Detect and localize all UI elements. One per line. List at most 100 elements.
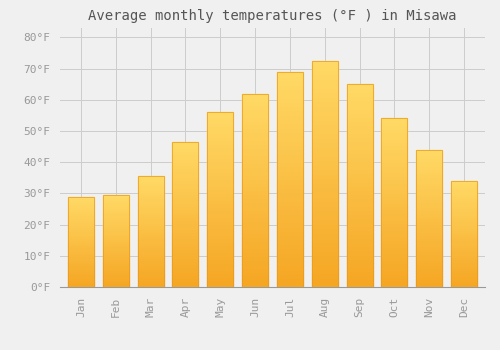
Bar xyxy=(346,275,372,279)
Bar xyxy=(207,228,234,231)
Bar xyxy=(102,254,129,256)
Bar xyxy=(242,214,268,217)
Bar xyxy=(277,119,303,123)
Bar xyxy=(382,119,407,287)
Bar xyxy=(451,181,477,287)
Bar xyxy=(312,178,338,183)
Bar xyxy=(138,234,164,236)
Bar xyxy=(346,96,372,100)
Bar xyxy=(277,149,303,154)
Bar xyxy=(242,113,268,117)
Bar xyxy=(416,235,442,238)
Bar xyxy=(277,166,303,171)
Bar xyxy=(312,165,338,169)
Bar xyxy=(172,246,199,249)
Bar xyxy=(172,284,199,287)
Bar xyxy=(102,224,129,226)
Bar xyxy=(416,246,442,248)
Bar xyxy=(346,157,372,161)
Bar xyxy=(416,163,442,166)
Bar xyxy=(102,199,129,201)
Bar xyxy=(102,237,129,239)
Bar xyxy=(416,188,442,191)
Bar xyxy=(312,188,338,192)
Bar xyxy=(451,255,477,257)
Bar xyxy=(346,113,372,117)
Bar xyxy=(68,258,94,260)
Bar xyxy=(207,224,234,228)
Bar xyxy=(172,232,199,235)
Bar xyxy=(346,202,372,206)
Bar xyxy=(172,154,199,156)
Bar xyxy=(242,283,268,287)
Bar xyxy=(102,267,129,268)
Bar xyxy=(207,280,234,284)
Bar xyxy=(312,196,338,201)
Bar xyxy=(277,85,303,89)
Bar xyxy=(68,198,94,200)
Bar xyxy=(102,214,129,215)
Bar xyxy=(68,251,94,253)
Bar xyxy=(382,213,407,216)
Bar xyxy=(382,206,407,210)
Bar xyxy=(68,285,94,287)
Bar xyxy=(138,260,164,262)
Bar xyxy=(68,207,94,209)
Bar xyxy=(207,189,234,192)
Bar xyxy=(312,74,338,79)
Bar xyxy=(242,244,268,248)
Bar xyxy=(102,221,129,223)
Bar xyxy=(138,280,164,282)
Bar xyxy=(346,129,372,133)
Bar xyxy=(172,168,199,171)
Bar xyxy=(346,254,372,259)
Bar xyxy=(102,241,129,243)
Bar xyxy=(416,279,442,281)
Bar xyxy=(207,252,234,256)
Bar xyxy=(138,205,164,207)
Bar xyxy=(416,205,442,207)
Bar xyxy=(277,162,303,166)
Bar xyxy=(207,130,234,133)
Bar xyxy=(312,246,338,251)
Bar xyxy=(207,193,234,196)
Bar xyxy=(346,283,372,287)
Bar xyxy=(207,238,234,242)
Bar xyxy=(68,218,94,220)
Bar xyxy=(277,76,303,80)
Bar xyxy=(242,93,268,97)
Bar xyxy=(207,151,234,154)
Bar xyxy=(382,240,407,243)
Bar xyxy=(68,260,94,262)
Bar xyxy=(277,265,303,270)
Bar xyxy=(346,190,372,194)
Bar xyxy=(68,244,94,245)
Bar xyxy=(451,274,477,277)
Bar xyxy=(172,197,199,200)
Bar xyxy=(138,196,164,198)
Bar xyxy=(138,258,164,260)
Bar xyxy=(346,125,372,129)
Bar xyxy=(68,254,94,256)
Bar xyxy=(172,203,199,206)
Bar xyxy=(451,189,477,191)
Bar xyxy=(312,273,338,278)
Bar xyxy=(346,165,372,169)
Bar xyxy=(382,119,407,122)
Bar xyxy=(68,211,94,213)
Bar xyxy=(102,219,129,221)
Bar xyxy=(416,276,442,279)
Bar xyxy=(312,251,338,256)
Bar xyxy=(451,200,477,202)
Bar xyxy=(138,245,164,247)
Bar xyxy=(451,223,477,225)
Bar xyxy=(68,256,94,258)
Bar xyxy=(382,237,407,240)
Bar xyxy=(242,229,268,233)
Bar xyxy=(312,61,338,65)
Bar xyxy=(138,282,164,285)
Bar xyxy=(172,226,199,229)
Bar xyxy=(312,219,338,224)
Bar xyxy=(346,161,372,165)
Bar xyxy=(102,276,129,278)
